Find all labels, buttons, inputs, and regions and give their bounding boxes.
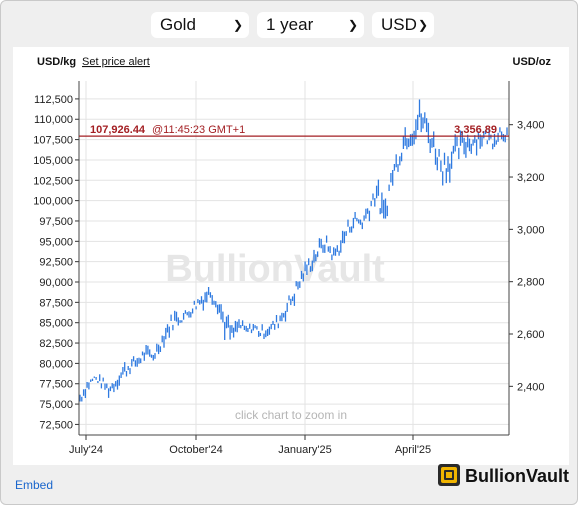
metal-select[interactable]: Gold ❯ (151, 12, 249, 38)
chevron-down-icon: ❯ (347, 18, 358, 32)
currency-select[interactable]: USD ❯ (372, 12, 434, 38)
bullionvault-logo-icon (438, 464, 460, 486)
y-right-tick-label: 3,000 (517, 224, 545, 236)
y-left-tick-label: 87,500 (39, 297, 73, 309)
currency-select-value: USD (381, 15, 417, 34)
set-price-alert-link[interactable]: Set price alert (82, 56, 150, 68)
brand-name: BullionVault (465, 466, 570, 486)
y-left-tick-label: 75,000 (39, 399, 73, 411)
chevron-down-icon: ❯ (417, 18, 428, 32)
y-right-tick-label: 3,200 (517, 172, 545, 184)
current-price-oz: 3,356.89 (454, 124, 497, 136)
x-tick-label: July'24 (69, 444, 103, 456)
y-right-tick-label: 2,600 (517, 329, 545, 341)
watermark-layer: BullionVault click chart to zoom in (165, 248, 385, 422)
y-left-tick-label: 110,000 (34, 114, 73, 126)
zoom-hint: click chart to zoom in (235, 408, 347, 422)
axis-labels: 72,500 75,000 77,500 80,000 82,500 85,000 87,5… (33, 94, 544, 456)
toolbar: Gold ❯ 1 year ❯ USD ❯ (1, 1, 579, 47)
y-left-tick-label: 102,500 (33, 175, 73, 187)
y-left-tick-label: 97,500 (39, 216, 73, 228)
y-left-tick-label: 82,500 (39, 338, 73, 350)
y-left-tick-label: 112,500 (34, 94, 73, 106)
brand-logo[interactable]: BullionVault (437, 463, 569, 491)
x-tick-label: January'25 (278, 444, 331, 456)
y-left-tick-label: 77,500 (39, 379, 73, 391)
y-left-tick-label: 80,000 (39, 358, 73, 370)
y-left-tick-label: 92,500 (39, 257, 73, 269)
chevron-down-icon: ❯ (232, 18, 243, 32)
y-left-tick-label: 90,000 (39, 277, 73, 289)
y-left-tick-label: 107,500 (33, 135, 73, 147)
period-select-value: 1 year (266, 15, 314, 34)
y-right-tick-label: 3,400 (517, 120, 545, 132)
x-tick-label: October'24 (169, 444, 222, 456)
y-right-tick-label: 2,400 (517, 381, 545, 393)
left-unit-label: USD/kg (37, 56, 76, 68)
y-left-tick-label: 95,000 (39, 236, 73, 248)
y-right-tick-label: 2,800 (517, 277, 545, 289)
metal-select-value: Gold (160, 15, 196, 34)
current-price-kg: 107,926.44 (90, 124, 146, 136)
y-left-tick-label: 100,000 (33, 196, 73, 208)
right-unit-label: USD/oz (513, 56, 552, 68)
period-select[interactable]: 1 year ❯ (257, 12, 364, 38)
chart-panel[interactable]: BullionVault click chart to zoom in 72,5… (13, 47, 569, 465)
y-left-tick-label: 105,000 (33, 155, 73, 167)
gold-price-chart[interactable]: BullionVault click chart to zoom in 72,5… (13, 47, 569, 465)
axes (75, 81, 513, 440)
y-left-tick-label: 72,500 (39, 419, 73, 431)
watermark: BullionVault (165, 248, 385, 290)
embed-link[interactable]: Embed (15, 478, 54, 492)
x-tick-label: April'25 (395, 444, 431, 456)
y-left-tick-label: 85,000 (39, 318, 73, 330)
current-price-time: @11:45:23 GMT+1 (152, 124, 245, 136)
